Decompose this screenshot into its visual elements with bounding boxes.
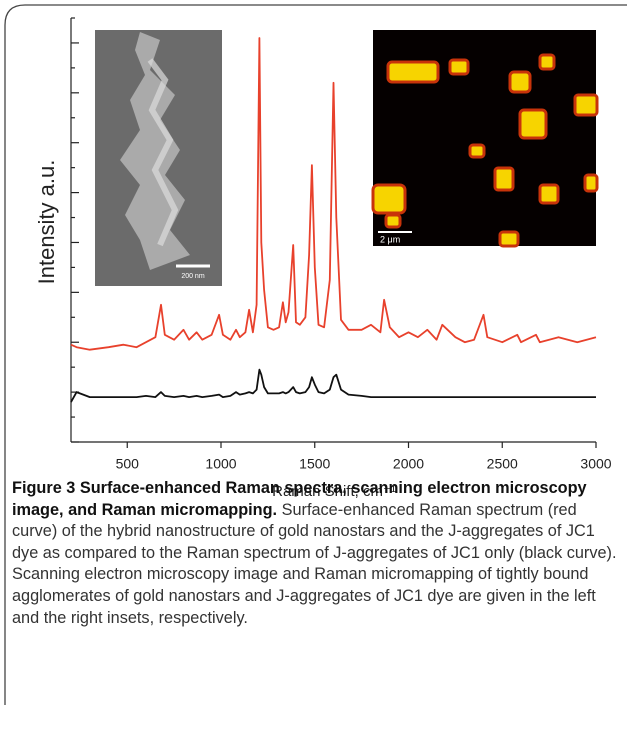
scale-label: 2 μm xyxy=(380,234,400,244)
sem-inset: 200 nm xyxy=(95,30,222,286)
caption: Figure 3 Surface-enhanced Raman spectra,… xyxy=(12,478,618,629)
figure-border xyxy=(4,4,627,705)
x-axis-label: Raman Shift, cm⁻¹ xyxy=(272,483,396,500)
caption-label: Figure 3 xyxy=(12,479,76,497)
x-tick-label: 1500 xyxy=(299,456,330,472)
x-tick-label: 2000 xyxy=(393,456,424,472)
caption-text: Surface-enhanced Raman spectrum (red cur… xyxy=(12,500,617,627)
spectrum-line xyxy=(70,37,597,351)
caption-title: Surface-enhanced Raman spectra, scanning… xyxy=(12,479,587,519)
x-tick-label: 500 xyxy=(116,456,140,472)
raman-map-inset: 2 μm xyxy=(371,30,599,248)
spectrum-line xyxy=(70,368,596,403)
x-tick-label: 2500 xyxy=(487,456,518,472)
y-axis-label: Intensity a.u. xyxy=(34,160,59,285)
x-tick-label: 3000 xyxy=(580,456,611,472)
x-tick-label: 1000 xyxy=(205,456,236,472)
scale-label: 200 nm xyxy=(181,273,205,280)
